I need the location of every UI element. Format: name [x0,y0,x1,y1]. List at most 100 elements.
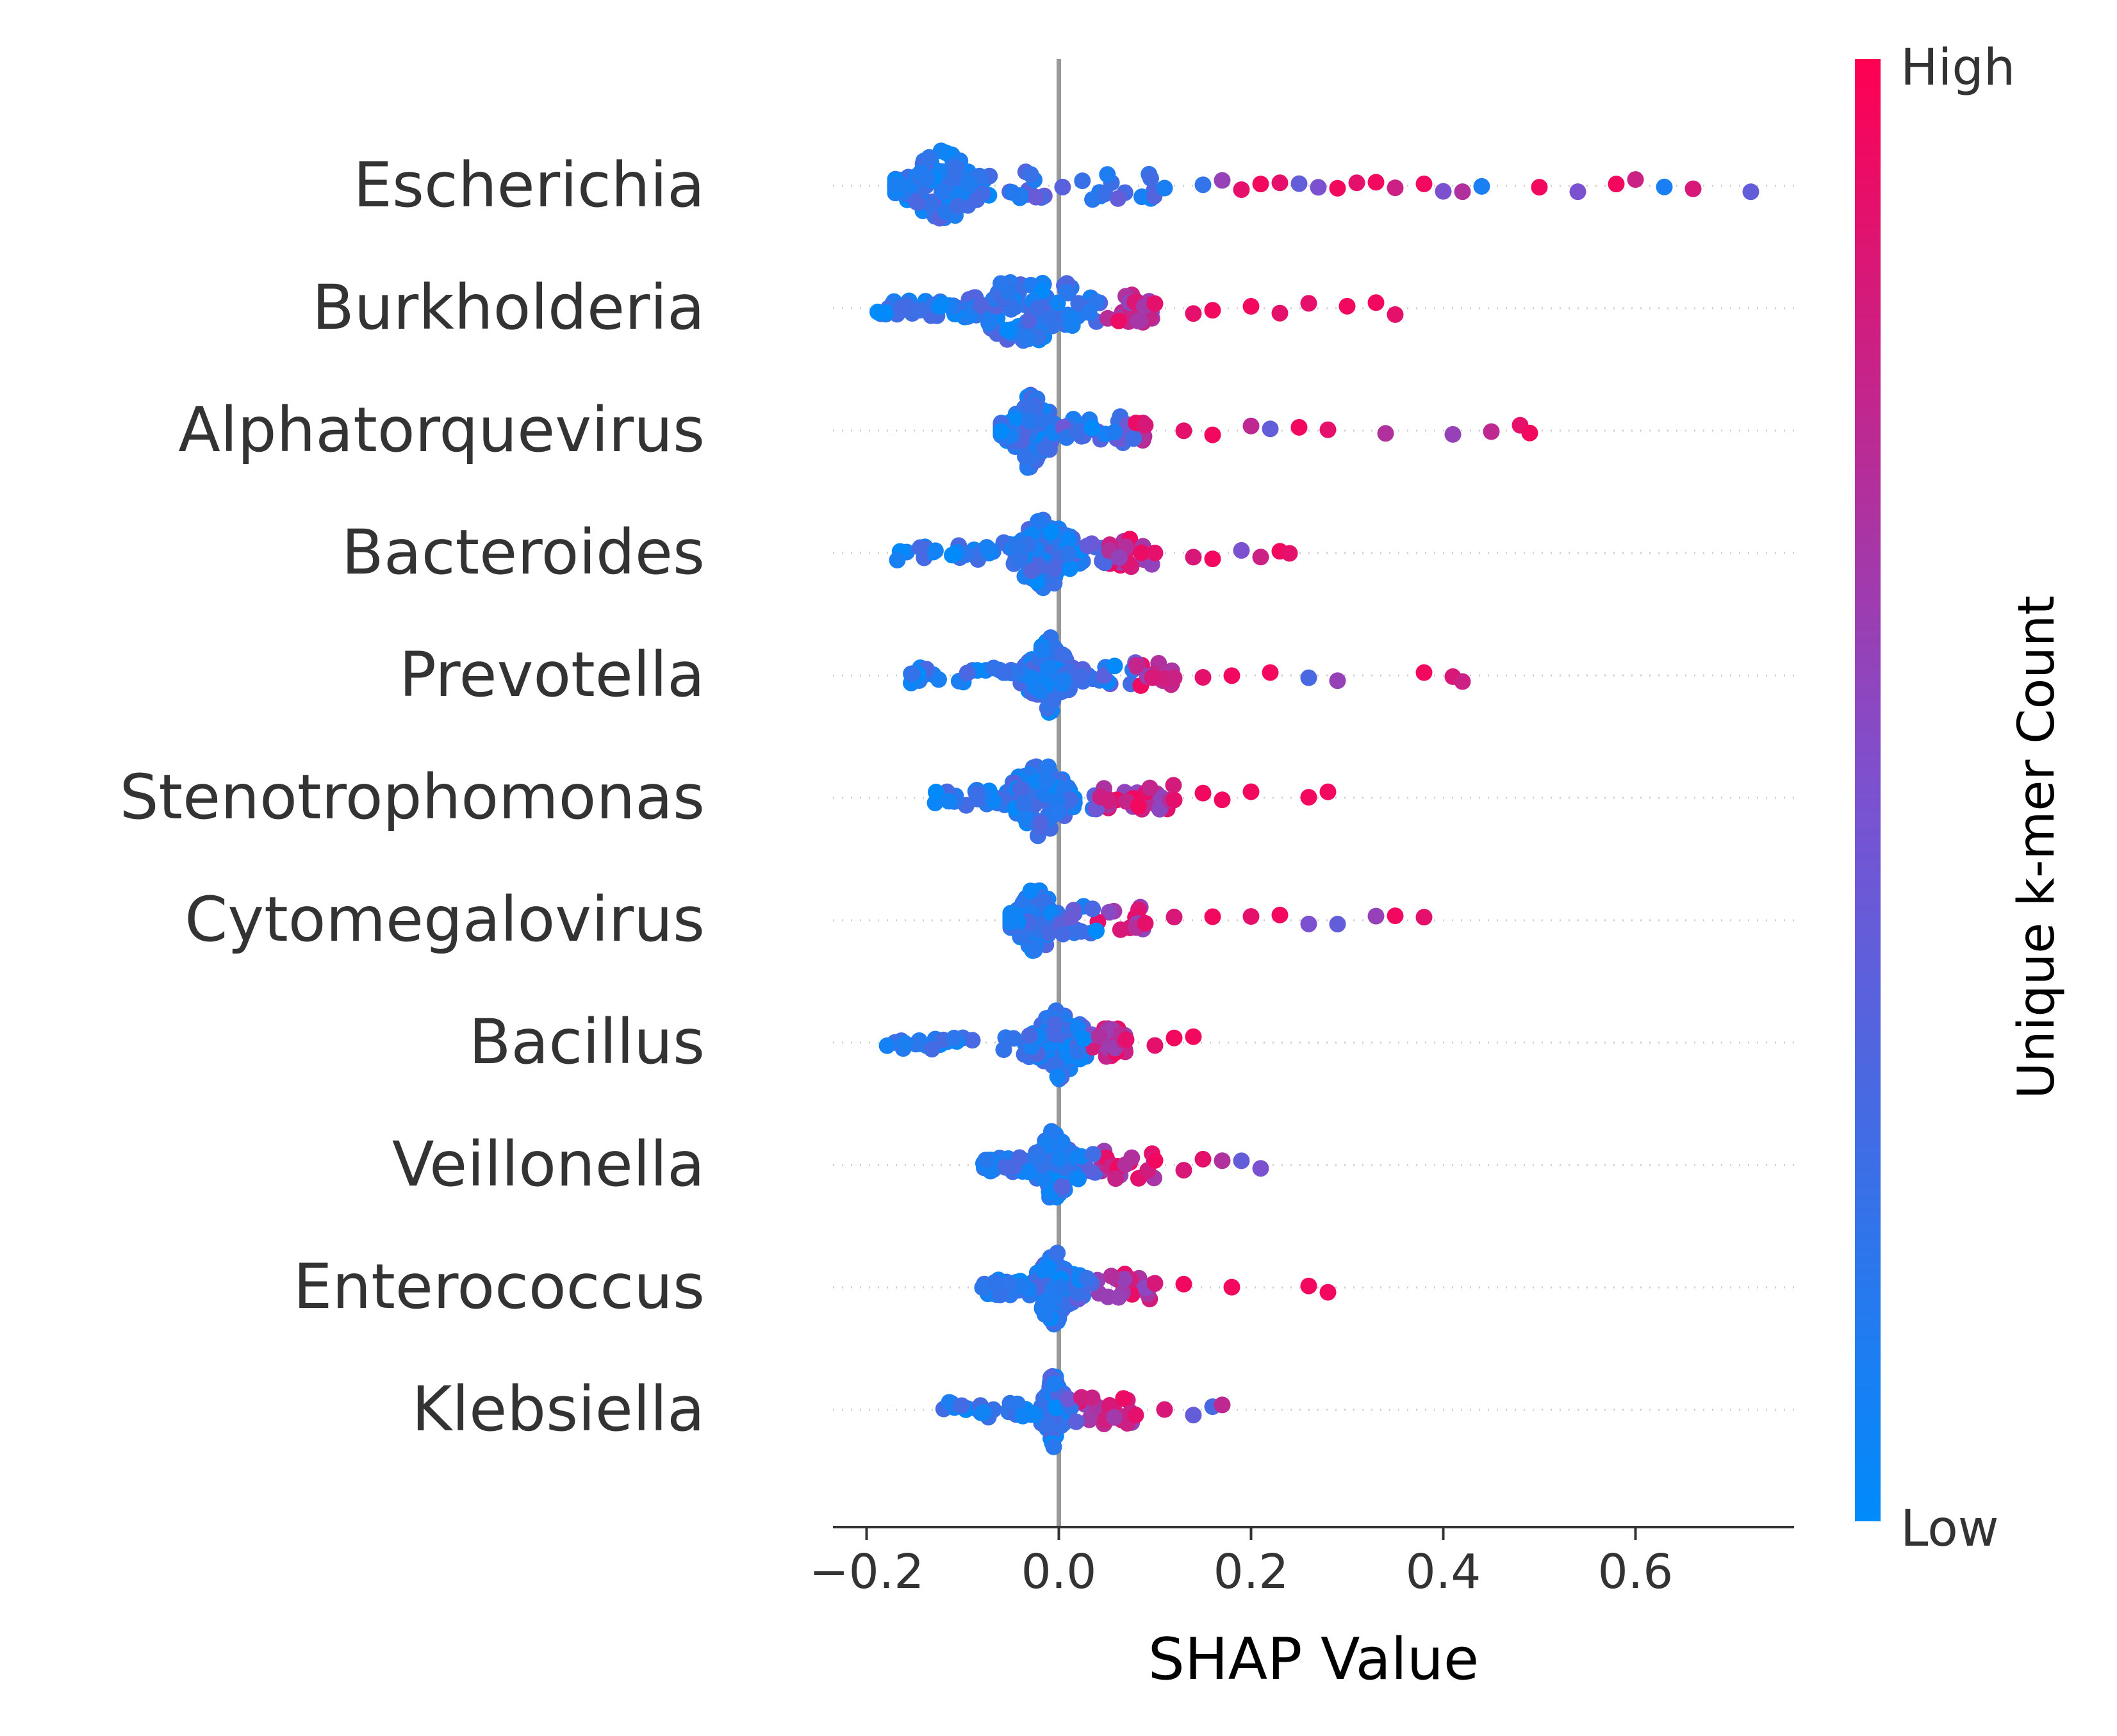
shap-point [1038,1306,1055,1323]
shap-point [1021,1027,1038,1045]
shap-point [1348,174,1365,192]
shap-point [1165,777,1182,794]
shap-point [1175,1162,1192,1179]
shap-point [1262,420,1279,438]
points-layer [869,142,1759,1455]
shap-point [1185,549,1202,566]
shap-point [1115,1390,1132,1407]
shap-point [1685,180,1702,197]
shap-point [1319,783,1337,800]
shap-point [1009,538,1026,555]
shap-point [1742,183,1759,201]
shap-point [1080,304,1098,321]
shap-point [1084,1146,1101,1163]
shap-point [903,665,921,682]
shap-point [1040,659,1057,677]
shap-point [1000,283,1017,301]
shap-point [1012,781,1029,798]
shap-point [977,1152,994,1169]
shap-point [1060,1391,1077,1408]
shap-point [999,321,1016,338]
shap-point [1166,909,1183,926]
shap-point [937,203,954,220]
shap-point [1204,302,1221,319]
shap-point [959,665,976,682]
shap-point [1271,174,1289,192]
shap-point [1035,1262,1052,1279]
shap-point [1032,814,1049,831]
shap-point [964,1032,981,1049]
shap-point [923,1041,941,1058]
shap-point [1023,563,1041,580]
shap-point [1252,549,1269,566]
shap-point [968,191,985,208]
shap-point [1083,419,1101,436]
shap-point [1214,1396,1231,1414]
shap-point [1055,925,1072,943]
shap-point [1012,1277,1030,1294]
shap-point [1146,295,1164,312]
shap-point [1300,669,1317,686]
colorbar-low-label: Low [1900,1500,1999,1558]
shap-point [1100,792,1117,809]
shap-point [1223,1278,1240,1296]
shap-point [1146,1152,1164,1169]
shap-point [1058,283,1075,301]
shap-point [921,195,939,212]
shap-point [1166,1029,1183,1046]
shap-point [1062,791,1079,808]
shap-point [1415,664,1433,681]
shap-point [1125,430,1142,447]
shap-point [1204,908,1221,925]
shap-point [1454,183,1471,201]
shap-point [1016,809,1034,827]
shap-point [1010,552,1028,569]
shap-point [1166,669,1183,686]
shap-point [1069,1043,1087,1061]
shap-point [992,1286,1009,1303]
shap-point [1137,914,1154,932]
feature-label-prevotella: Prevotella [399,639,705,711]
shap-point [1053,1134,1071,1151]
shap-point [1060,531,1078,549]
shap-point [1027,188,1044,206]
shap-point [1047,1399,1064,1416]
shap-point [1194,669,1212,686]
shap-point [1483,423,1500,440]
feature-labels: Escherichia Burkholderia Alphatorquevirus B… [120,149,705,1445]
shap-point [1156,179,1173,197]
shap-point [1128,657,1145,674]
shap-point [1435,183,1452,200]
shap-point [1100,904,1117,921]
feature-label-cytomegalovirus: Cytomegalovirus [185,884,705,955]
shap-point [1074,172,1091,190]
shap-point [1082,1162,1099,1180]
shap-point [1029,300,1046,317]
shap-point [949,197,966,215]
shap-point [930,671,947,688]
shap-point [1319,1284,1337,1301]
feature-label-alphatorquevirus: Alphatorquevirus [178,394,705,466]
shap-point [1521,424,1538,442]
shap-point [1110,312,1127,329]
shap-point [1022,882,1039,900]
feature-label-escherichia: Escherichia [353,149,705,221]
shap-point [1185,1028,1202,1045]
x-tick-label: 0.4 [1406,1544,1481,1600]
shap-point [1387,907,1404,925]
shap-point [1015,795,1032,813]
shap-point [1129,312,1146,329]
shap-point [1073,1389,1090,1406]
shap-point [1068,423,1085,440]
shap-point [1290,175,1308,192]
shap-point [1367,294,1385,311]
shap-point [1656,178,1673,195]
shap-point [1339,297,1356,315]
shap-point [946,1029,963,1046]
shap-point [1036,786,1053,803]
shap-point [1127,1407,1144,1424]
shap-point [1300,295,1317,312]
shap-point [1038,772,1055,789]
shap-point [878,1037,896,1054]
